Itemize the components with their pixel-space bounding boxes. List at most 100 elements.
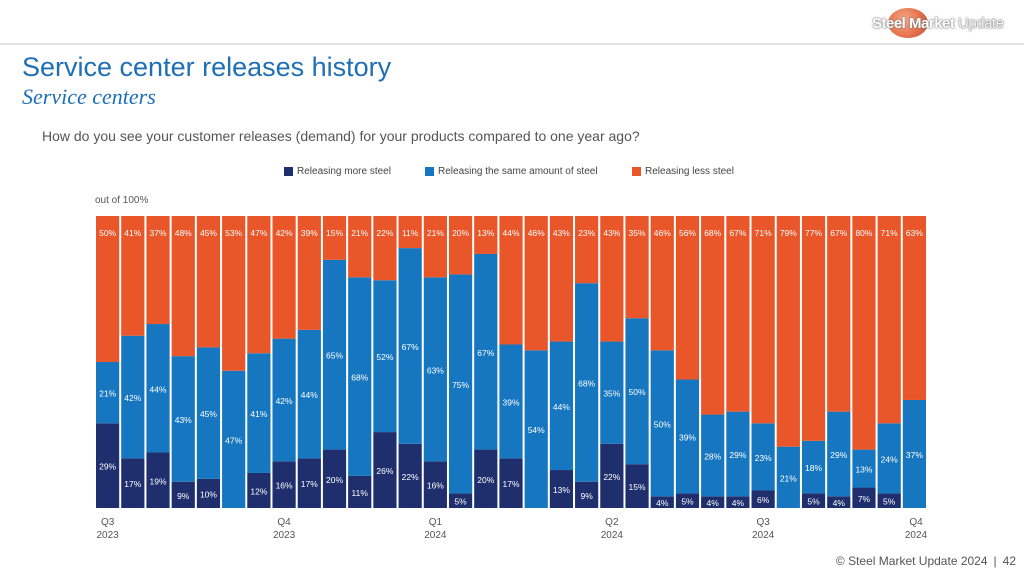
bar-segment-less [701, 216, 725, 415]
data-label-more: 17% [124, 479, 141, 489]
bar-segment-less [448, 216, 473, 275]
data-label-same: 21% [780, 473, 797, 483]
data-label-same: 37% [906, 450, 923, 460]
bar-segment-same [222, 370, 246, 508]
bar-segment-more [423, 461, 447, 508]
data-label-same: 44% [553, 402, 570, 412]
legend-swatch-more [284, 167, 293, 176]
bar-segment-more [146, 452, 170, 508]
bar-segment-less [675, 216, 700, 380]
bar-segment-more [171, 481, 195, 508]
y-axis-label: out of 100% [95, 195, 149, 206]
data-label-same: 50% [629, 387, 646, 397]
bar-segment-more [297, 458, 321, 508]
bar-segment-less [726, 216, 750, 412]
data-label-less: 42% [276, 228, 293, 238]
bar-segment-less [801, 216, 826, 441]
data-label-same: 39% [679, 432, 696, 442]
logo-text-bold: Steel Market [872, 15, 955, 32]
x-tick-quarter: Q4 [277, 517, 291, 528]
bar-segment-more [751, 490, 775, 508]
data-label-less: 21% [351, 228, 368, 238]
data-label-more: 12% [250, 486, 267, 496]
legend-label-same: Releasing the same amount of steel [438, 166, 598, 177]
bar-segment-less [827, 216, 851, 412]
bar-segment-same [650, 350, 674, 497]
data-label-less: 22% [376, 228, 393, 238]
data-label-same: 50% [654, 419, 671, 429]
bar-segment-more [499, 458, 523, 508]
data-label-more: 17% [502, 479, 519, 489]
bar-segment-same [726, 411, 750, 497]
bar-segment-less [600, 216, 624, 342]
legend-item-same: Releasing the same amount of steel [425, 166, 598, 177]
data-label-same: 44% [150, 384, 167, 394]
bar-segment-same [171, 356, 195, 482]
data-label-more: 11% [352, 488, 369, 498]
data-label-less: 80% [855, 228, 872, 238]
bar-segment-less [373, 216, 397, 281]
data-label-same: 63% [427, 365, 444, 375]
bar-segment-more [322, 449, 347, 508]
data-label-more: 16% [427, 481, 444, 491]
data-label-less: 53% [225, 228, 242, 238]
bar-segment-less [196, 216, 221, 348]
footer-copyright: © Steel Market Update 2024 [835, 554, 988, 568]
bar-segment-more [549, 470, 574, 508]
bar-segment-less [222, 216, 246, 371]
bar-segment-same [675, 379, 700, 494]
bar-segment-more [196, 478, 221, 508]
data-label-less: 47% [250, 228, 267, 238]
bar-segment-less [852, 216, 876, 450]
x-tick-quarter: Q3 [101, 517, 115, 528]
data-label-more: 9% [580, 491, 593, 501]
data-label-less: 20% [452, 228, 469, 238]
bar-segment-same [776, 446, 800, 508]
x-tick-year: 2024 [905, 530, 928, 541]
bar-segment-more [877, 493, 901, 508]
bar-segment-more [272, 461, 296, 508]
data-label-more: 4% [707, 498, 720, 508]
data-label-less: 43% [553, 228, 570, 238]
bar-segment-more [247, 472, 271, 508]
bar-segment-same [474, 253, 498, 450]
data-label-more: 20% [326, 475, 343, 485]
x-tick-quarter: Q3 [756, 517, 770, 528]
bar-segment-more [373, 432, 397, 508]
legend-swatch-less [632, 167, 641, 176]
data-label-more: 7% [858, 494, 871, 504]
bar-segment-more [474, 449, 498, 508]
data-label-less: 67% [830, 228, 847, 238]
bar-segment-more [650, 496, 674, 508]
chart-legend: Releasing more steel Releasing the same … [0, 166, 1024, 180]
bar-segment-less [499, 216, 523, 345]
data-label-same: 67% [402, 342, 419, 352]
data-label-same: 42% [124, 393, 141, 403]
bar-segment-same [600, 341, 624, 444]
data-label-less: 44% [502, 228, 519, 238]
bar-segment-same [625, 318, 649, 465]
data-label-less: 67% [729, 228, 746, 238]
page-title: Service center releases history [22, 52, 392, 82]
data-label-same: 52% [376, 352, 393, 362]
bar-segment-same [272, 338, 296, 462]
data-label-more: 22% [402, 472, 419, 482]
bar-segment-same [877, 423, 901, 494]
data-label-less: 63% [906, 228, 923, 238]
data-label-same: 13% [855, 465, 872, 475]
page-number: 42 [1002, 554, 1016, 568]
logo-wordmark: Steel Market Update [872, 15, 1004, 32]
data-label-same: 39% [502, 397, 519, 407]
data-label-less: 46% [654, 228, 671, 238]
data-label-less: 77% [805, 228, 822, 238]
bar-segment-less [776, 216, 800, 447]
page-subtitle: Service centers [22, 84, 156, 109]
bar-segment-less [398, 216, 422, 249]
steel-market-update-logo: Steel Market Update [862, 6, 1012, 44]
data-label-less: 68% [704, 228, 721, 238]
data-label-more: 4% [656, 498, 669, 508]
bar-segment-more [801, 493, 826, 508]
bar-segment-less [96, 216, 120, 362]
bar-segment-less [549, 216, 574, 342]
data-label-same: 29% [729, 450, 746, 460]
